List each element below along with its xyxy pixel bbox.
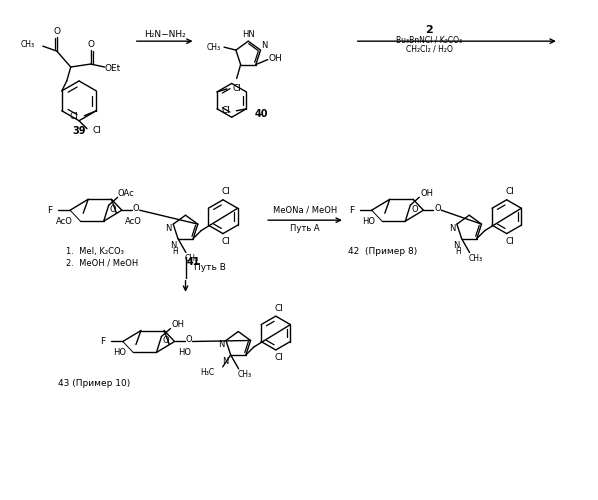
Text: N: N — [170, 241, 176, 250]
Text: AcO: AcO — [126, 216, 142, 226]
Text: OH: OH — [421, 189, 434, 198]
Text: Cl: Cl — [505, 237, 514, 246]
Text: H: H — [456, 247, 462, 256]
Text: H: H — [172, 247, 178, 256]
Text: N: N — [165, 224, 172, 232]
Text: O: O — [87, 40, 94, 48]
Text: Cl: Cl — [221, 237, 230, 246]
Text: Cl: Cl — [274, 304, 283, 312]
Text: N: N — [218, 340, 224, 349]
Text: 40: 40 — [255, 110, 269, 120]
Text: N: N — [261, 40, 268, 50]
Text: HO: HO — [113, 348, 126, 357]
Text: O: O — [434, 204, 441, 212]
Text: 2: 2 — [426, 25, 434, 35]
Text: CH₃: CH₃ — [468, 254, 483, 263]
Text: O: O — [132, 204, 139, 212]
Text: OH: OH — [269, 54, 283, 63]
Text: 41: 41 — [187, 257, 200, 267]
Text: OEt: OEt — [105, 64, 121, 72]
Text: N: N — [222, 358, 229, 366]
Text: Cl: Cl — [70, 112, 79, 121]
Text: Cl: Cl — [221, 188, 230, 196]
Text: CH₃: CH₃ — [237, 370, 252, 380]
Text: O: O — [162, 336, 169, 345]
Text: Путь В: Путь В — [194, 264, 227, 272]
Text: N: N — [453, 241, 460, 250]
Text: O: O — [185, 335, 192, 344]
Text: O: O — [109, 205, 116, 214]
Text: 2.  MeOH / MeOH: 2. MeOH / MeOH — [66, 258, 138, 268]
Text: Cl: Cl — [233, 84, 242, 94]
Text: 1.  MeI, K₂CO₃: 1. MeI, K₂CO₃ — [66, 248, 124, 256]
Text: AcO: AcO — [56, 216, 73, 226]
Text: HO: HO — [362, 216, 375, 226]
Text: 42  (Пример 8): 42 (Пример 8) — [348, 248, 417, 256]
Text: F: F — [100, 337, 105, 346]
Text: 43 (Пример 10): 43 (Пример 10) — [58, 379, 130, 388]
Text: 39: 39 — [72, 126, 86, 136]
Text: F: F — [48, 206, 53, 214]
Text: F: F — [349, 206, 355, 214]
Text: Cl: Cl — [505, 188, 514, 196]
Text: H₂N−NH₂: H₂N−NH₂ — [144, 30, 185, 38]
Text: OAc: OAc — [117, 189, 134, 198]
Text: MeONa / MeOH: MeONa / MeOH — [273, 206, 337, 214]
Text: Cl: Cl — [222, 106, 231, 116]
Text: HN: HN — [242, 30, 255, 38]
Text: CH₃: CH₃ — [185, 254, 199, 263]
Text: CH₃: CH₃ — [21, 40, 35, 48]
Text: Cl: Cl — [93, 126, 102, 135]
Text: N: N — [448, 224, 455, 232]
Text: Bu₃BnNCl / K₂CO₃: Bu₃BnNCl / K₂CO₃ — [396, 36, 462, 44]
Text: HO: HO — [178, 348, 191, 357]
Text: O: O — [53, 26, 60, 36]
Text: CH₃: CH₃ — [207, 42, 221, 51]
Text: OH: OH — [172, 320, 185, 329]
Text: H₃C: H₃C — [200, 368, 215, 378]
Text: Путь А: Путь А — [290, 224, 320, 232]
Text: CH₂Cl₂ / H₂O: CH₂Cl₂ / H₂O — [406, 44, 453, 54]
Text: Cl: Cl — [274, 354, 283, 362]
Text: O: O — [411, 205, 417, 214]
